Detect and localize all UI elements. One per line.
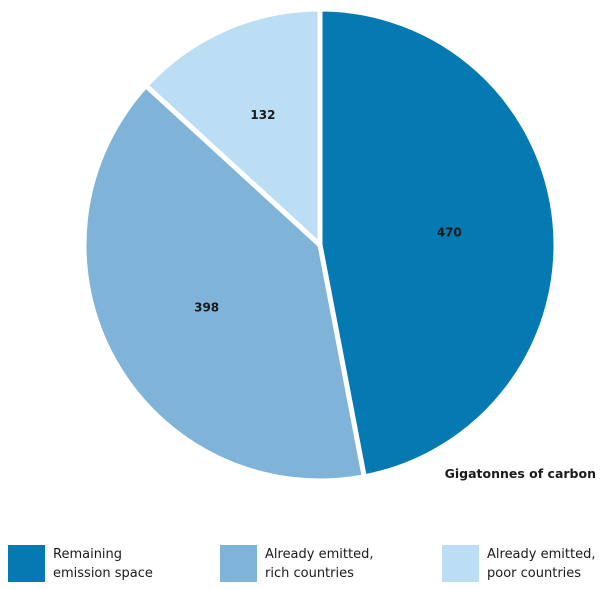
legend-swatch-remaining [8, 545, 45, 582]
legend: Remaining emission space Already emitted… [0, 545, 600, 589]
legend-item-poor: Already emitted, poor countries [442, 545, 597, 583]
legend-label-rich-line2: rich countries [265, 566, 354, 581]
legend-label-poor: Already emitted, poor countries [487, 545, 597, 583]
pie-chart: 470 398 132 [81, 6, 559, 484]
pie-slice-poor [142, 6, 323, 251]
legend-swatch-rich [220, 545, 257, 582]
legend-swatch-poor [442, 545, 479, 582]
legend-item-rich: Already emitted, rich countries [220, 545, 375, 583]
pie-label-poor: 132 [250, 108, 275, 122]
legend-label-remaining-line1: Remaining [53, 547, 123, 562]
pie-label-rich: 398 [194, 301, 219, 315]
legend-item-remaining: Remaining emission space [8, 545, 163, 583]
unit-note: Gigatonnes of carbon [444, 466, 596, 481]
legend-label-remaining-line2: emission space [53, 566, 153, 581]
pie-slice-rich [81, 82, 368, 484]
legend-label-poor-line1: Already emitted, [487, 547, 596, 562]
pie-label-remaining: 470 [437, 225, 462, 239]
legend-label-poor-line2: poor countries [487, 566, 582, 581]
legend-label-remaining: Remaining emission space [53, 545, 163, 583]
pie-slice-remaining [317, 6, 559, 480]
legend-label-rich-line1: Already emitted, [265, 547, 374, 562]
legend-label-rich: Already emitted, rich countries [265, 545, 375, 583]
